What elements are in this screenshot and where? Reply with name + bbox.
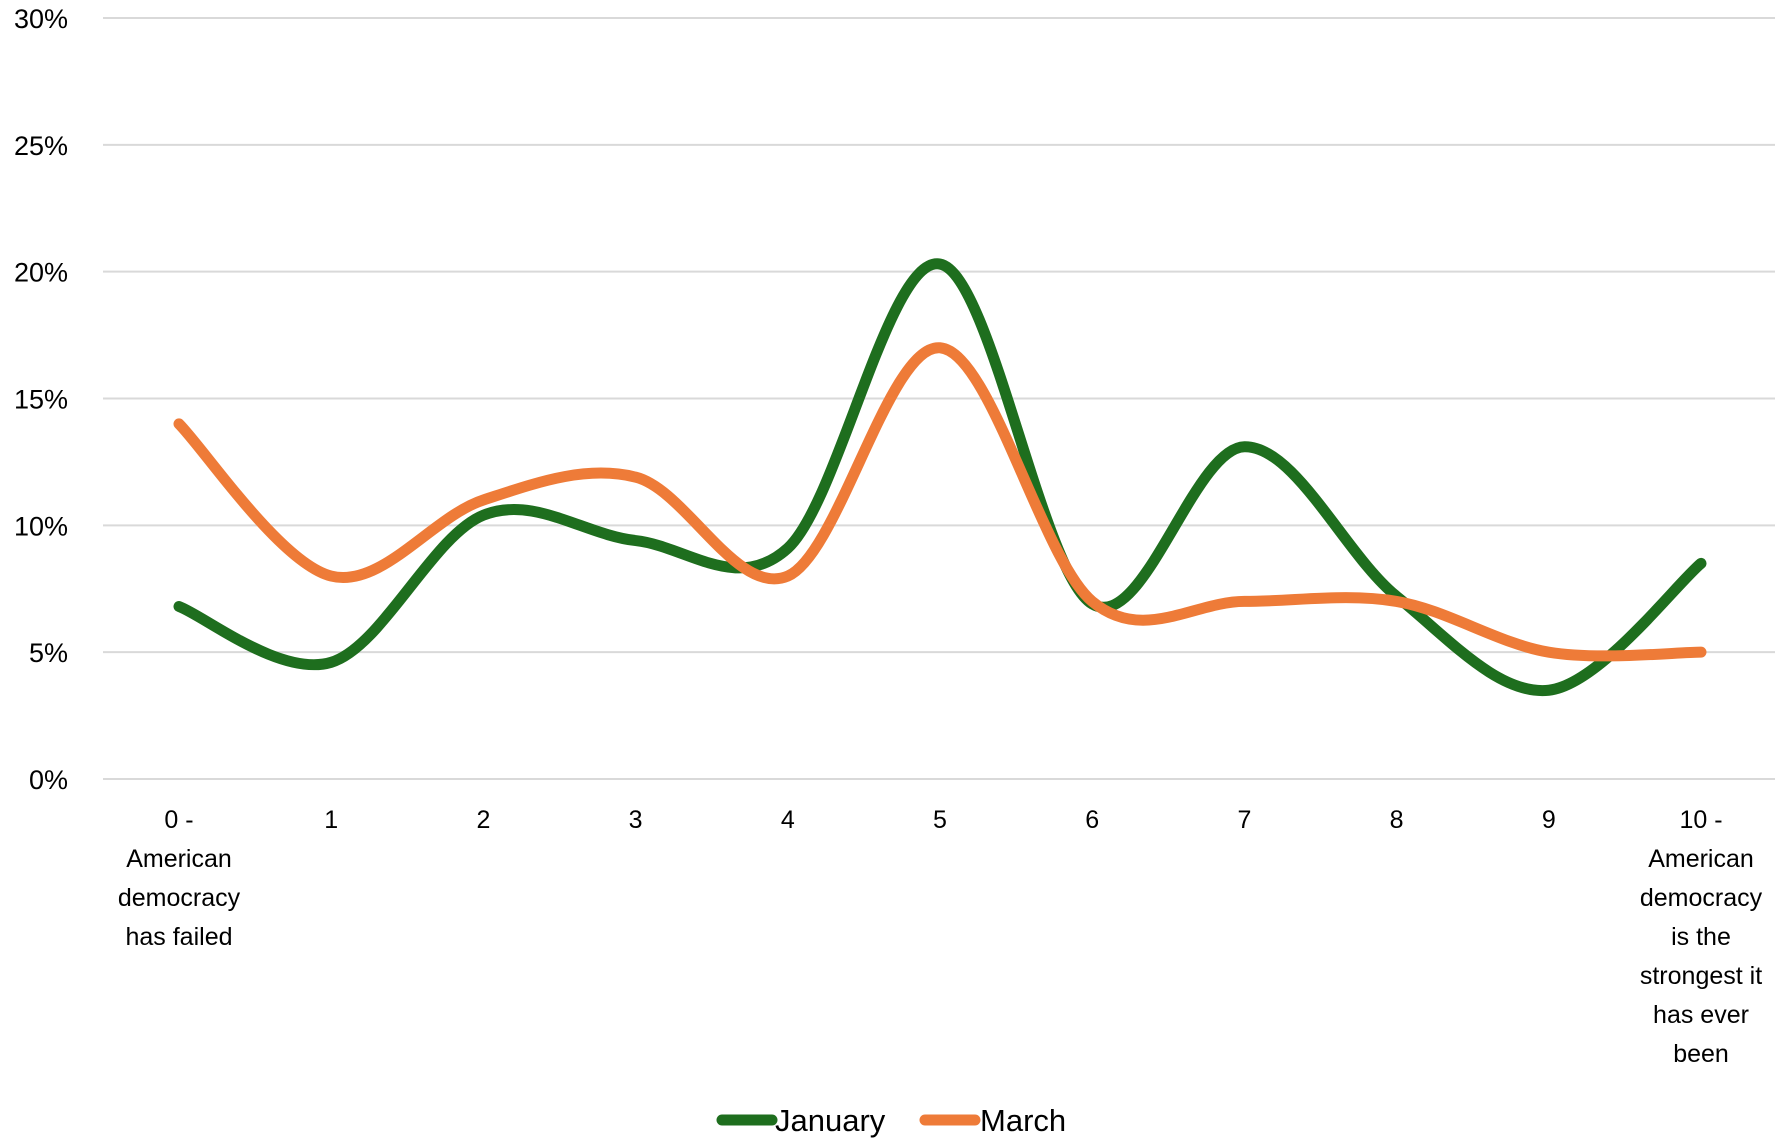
legend-label: January (775, 1103, 886, 1138)
x-tick-label-line: 3 (629, 806, 643, 834)
series-line-january (173, 258, 1707, 696)
x-tick-label: 2 (476, 806, 490, 834)
x-tick-label-line: 2 (476, 806, 490, 834)
x-tick-label: 4 (781, 806, 795, 834)
y-tick-label: 0% (29, 765, 68, 795)
x-tick-label-line: democracy (118, 884, 241, 912)
x-tick-label: 0 - American democracy has failed (118, 806, 241, 951)
y-tick-label: 20% (14, 258, 68, 288)
x-tick-label: 6 (1085, 806, 1099, 834)
series-lines (173, 258, 1707, 696)
x-tick-label-line: American (1648, 845, 1754, 873)
y-tick-label: 25% (14, 131, 68, 161)
x-axis-ticks: 0 - American democracy has failed 1 2 3 4 5 6 7 8 9 1… (118, 806, 1763, 1068)
gridlines (103, 17, 1775, 780)
series-line-march (173, 342, 1707, 662)
x-tick-label: 9 (1542, 806, 1556, 834)
x-tick-label-line: has failed (125, 923, 232, 951)
x-tick-label-line: 1 (324, 806, 338, 834)
y-tick-label: 30% (14, 4, 68, 34)
x-tick-label-line: 7 (1237, 806, 1251, 834)
x-tick-label-line: 10 - (1679, 806, 1722, 834)
y-tick-label: 10% (14, 511, 68, 541)
x-tick-label: 8 (1390, 806, 1404, 834)
x-tick-label-line: is the (1671, 923, 1731, 951)
legend-label: March (980, 1103, 1066, 1138)
x-tick-label-line: 5 (933, 806, 947, 834)
x-tick-label-line: strongest it (1640, 962, 1762, 990)
x-tick-label: 7 (1237, 806, 1251, 834)
x-tick-label-line: 0 - (164, 806, 193, 834)
x-tick-label-line: 6 (1085, 806, 1099, 834)
y-tick-label: 5% (29, 638, 68, 668)
x-tick-label-line: has ever (1653, 1001, 1749, 1029)
x-tick-label-line: 4 (781, 806, 795, 834)
x-tick-label: 5 (933, 806, 947, 834)
x-tick-label-line: 9 (1542, 806, 1556, 834)
legend: January March (716, 1103, 1066, 1138)
x-tick-label-line: democracy (1640, 884, 1763, 912)
x-tick-label-line: been (1673, 1040, 1729, 1068)
x-tick-label: 10 - American democracy is the strongest it h… (1640, 806, 1763, 1068)
x-tick-label: 3 (629, 806, 643, 834)
x-tick-label-line: 8 (1390, 806, 1404, 834)
y-tick-label: 15% (14, 385, 68, 415)
x-tick-label: 1 (324, 806, 338, 834)
y-axis-ticks: 0% 5% 10% 15% 20% 25% 30% (14, 4, 68, 795)
x-tick-label-line: American (126, 845, 232, 873)
